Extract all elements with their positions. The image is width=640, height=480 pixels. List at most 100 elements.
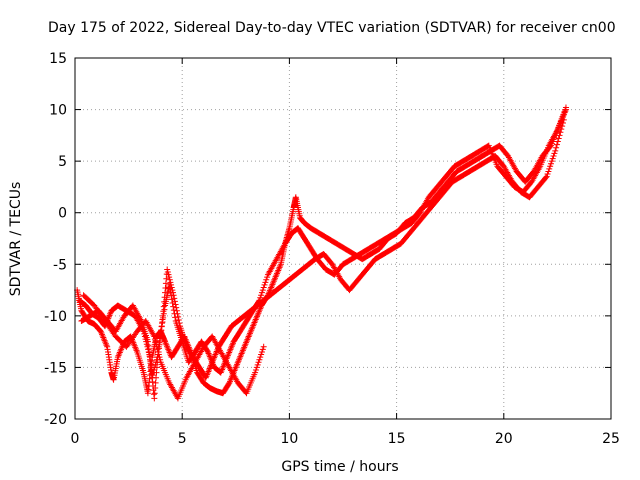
data-point [549,155,556,162]
data-point [141,333,148,340]
data-point [153,369,160,376]
data-point [542,174,549,181]
data-point [143,341,150,348]
x-tick-label: 0 [71,431,80,447]
data-point [170,307,177,314]
y-tick-label: -15 [44,360,67,376]
data-point [225,380,232,387]
data-point [167,279,174,286]
data-point [260,343,267,350]
y-tick-label: 0 [58,206,67,222]
data-point [164,269,171,276]
data-point [144,343,151,350]
data-point [145,346,152,353]
data-point [553,141,560,148]
y-tick-label: -5 [53,257,67,273]
data-point [151,395,158,402]
data-point [556,132,563,139]
data-point [172,314,179,321]
data-point [143,338,150,345]
data-point [157,331,164,338]
data-point [175,316,182,323]
data-point [157,356,164,363]
data-point [554,138,561,145]
data-point [155,351,162,358]
x-tick-label: 5 [178,431,187,447]
data-point [156,335,163,342]
data-point [153,343,160,350]
data-point [252,367,259,374]
data-point [153,374,160,381]
data-point [264,274,271,281]
data-point [555,135,562,142]
data-point [258,348,265,355]
series-track-c [76,104,569,402]
data-point [547,163,554,170]
data-point [160,314,167,321]
data-point [155,348,162,355]
data-point [256,297,263,304]
data-point [550,152,557,159]
data-point [152,338,159,345]
data-point [255,298,262,305]
data-point [152,379,159,386]
data-point [173,307,180,314]
data-point [151,390,158,397]
data-point [551,150,558,157]
data-point [156,354,163,361]
data-point [160,310,167,317]
data-point [553,144,560,151]
data-point [158,327,165,334]
x-tick-label: 10 [280,431,298,447]
data-point [159,319,166,326]
data-point [545,168,552,175]
data-point [167,289,174,296]
data-point [543,173,550,180]
data-point [262,279,269,286]
data-point [252,369,259,376]
data-point [254,361,261,368]
data-point [151,333,158,340]
data-point [158,323,165,330]
y-tick-label: 15 [49,51,67,67]
data-point [161,306,168,313]
data-point [258,289,265,296]
data-point [261,281,268,288]
x-tick-label: 15 [388,431,406,447]
data-point [154,346,161,353]
data-point [263,276,270,283]
data-point [260,284,267,291]
data-point [145,348,152,355]
data-point [259,346,266,353]
data-point [257,294,264,301]
data-point [548,158,555,165]
axis-ticks [74,57,612,420]
y-tick-label: 10 [49,103,67,119]
data-point [166,281,173,288]
data-point [546,165,553,172]
data-point [153,341,160,348]
data-point [544,171,551,178]
y-tick-label: -10 [44,309,67,325]
data-point [153,364,160,371]
data-point [204,347,211,354]
y-axis-label: SDTVAR / TECUs [8,182,24,297]
data-point [168,296,175,303]
data-point [141,330,148,337]
data-point [557,129,564,136]
data-point [558,126,565,133]
x-tick-labels: 0 5 10 15 20 25 [71,431,620,447]
data-point [165,271,172,278]
data-point [140,328,147,335]
data-point [151,336,158,343]
data-point [256,356,263,363]
data-point [258,292,265,299]
y-tick-label: 5 [58,154,67,170]
data-point [169,299,176,306]
data-point [258,351,265,358]
data-point [164,266,171,273]
y-tick-label: -20 [44,412,67,428]
data-point [166,274,173,281]
data-point [562,104,569,111]
